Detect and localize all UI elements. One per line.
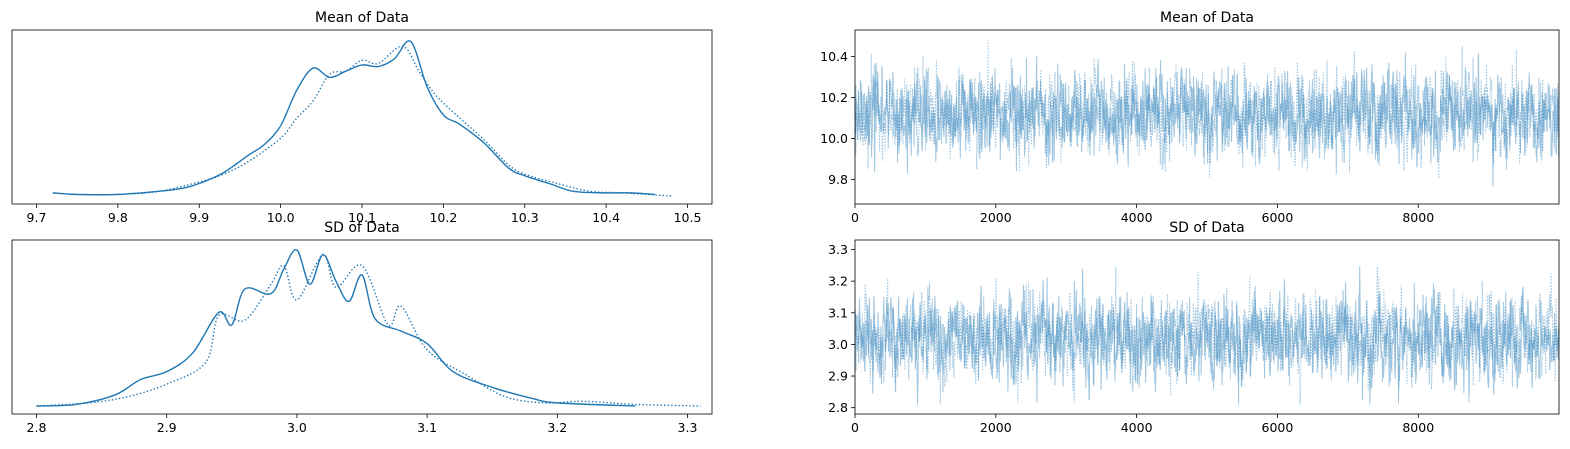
mean-kde-title: Mean of Data (315, 10, 409, 26)
mean-trace-x-tick-label: 8000 (1402, 210, 1434, 225)
mean-kde-dotted-line (69, 45, 672, 197)
mean-kde-solid-line (52, 40, 655, 196)
sd-kde-dotted-line (36, 254, 701, 407)
sd-trace-y-tick-label: 3.0 (828, 337, 848, 352)
mean-kde-x-tick-label: 9.8 (108, 210, 128, 225)
mean-kde-axes-frame (11, 29, 713, 205)
sd-trace-y-tick-label: 2.8 (828, 400, 848, 415)
mean-kde-x-tick-label: 10.1 (348, 210, 376, 225)
mean-kde-x-tick-label: 10.5 (674, 210, 702, 225)
sd-trace-panel: SD of Data 0 2000 4000 6000 8000 2.8 2.9 3.0 3.1… (828, 220, 1560, 435)
mean-trace-x-tick-label: 0 (851, 210, 859, 225)
mean-kde-x-tick-label: 10.3 (511, 210, 539, 225)
sd-trace-y-tick-label: 3.2 (828, 274, 848, 289)
mean-trace-y-tick-label: 10.2 (820, 90, 848, 105)
sd-trace-solid-chain (854, 266, 1560, 405)
mean-trace-solid-chain (854, 52, 1560, 187)
sd-trace-x-tick-label: 8000 (1402, 420, 1434, 435)
sd-kde-x-tick-label: 3.0 (287, 420, 307, 435)
mean-kde-x-tick-label: 10.4 (592, 210, 620, 225)
mean-trace-y-tick-label: 9.8 (828, 172, 848, 187)
sd-kde-solid-line (36, 249, 636, 407)
sd-trace-axes-frame (854, 239, 1560, 415)
sd-kde-x-tick-label: 3.3 (678, 420, 698, 435)
sd-trace-x-tick-label: 6000 (1262, 420, 1294, 435)
mean-kde-panel: Mean of Data 9.7 9.8 9.9 10.0 10.1 10.2 10.3 10… (11, 10, 713, 225)
sd-trace-y-tick-label: 3.3 (828, 242, 848, 257)
sd-kde-x-tick-label: 3.2 (547, 420, 567, 435)
sd-trace-x-tick-label: 2000 (980, 420, 1012, 435)
sd-trace-x-tick-label: 4000 (1121, 420, 1153, 435)
sd-kde-x-tick-label: 2.9 (157, 420, 177, 435)
mean-kde-x-tick-label: 9.9 (189, 210, 209, 225)
sd-kde-x-tick-label: 3.1 (417, 420, 437, 435)
sd-kde-title: SD of Data (324, 220, 400, 236)
mean-trace-y-tick-label: 10.4 (820, 49, 848, 64)
sd-kde-axes-frame (11, 239, 713, 415)
sd-trace-dotted-chain (854, 266, 1560, 405)
mean-kde-x-tick-label: 10.2 (429, 210, 457, 225)
mean-kde-x-tick-label: 9.7 (27, 210, 47, 225)
mean-trace-panel: Mean of Data 0 2000 4000 6000 8000 9.8 10.0 10.… (820, 10, 1560, 225)
sd-trace-x-tick-label: 0 (851, 420, 859, 435)
sd-trace-y-tick-label: 3.1 (828, 305, 848, 320)
mean-kde-x-tick-label: 10.0 (267, 210, 295, 225)
mean-trace-x-tick-label: 4000 (1121, 210, 1153, 225)
mean-trace-axes-frame (854, 29, 1560, 205)
sd-kde-x-tick-label: 2.8 (27, 420, 47, 435)
sd-kde-panel: SD of Data 2.8 2.9 3.0 3.1 3.2 3.3 (11, 220, 713, 435)
sd-trace-y-tick-label: 2.9 (828, 369, 848, 384)
mean-trace-y-tick-label: 10.0 (820, 131, 848, 146)
mean-trace-x-tick-label: 6000 (1262, 210, 1294, 225)
mean-trace-title: Mean of Data (1160, 10, 1254, 26)
sd-trace-title: SD of Data (1169, 220, 1245, 236)
mean-trace-x-tick-label: 2000 (980, 210, 1012, 225)
mean-trace-dotted-chain (854, 40, 1560, 179)
